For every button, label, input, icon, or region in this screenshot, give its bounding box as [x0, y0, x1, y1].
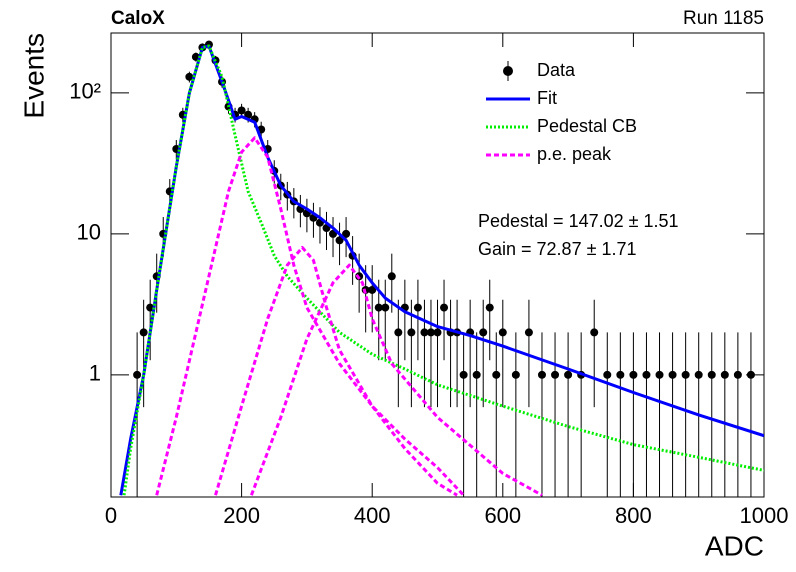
legend-label: Data — [537, 60, 576, 80]
data-point — [498, 328, 507, 337]
x-tick-label: 200 — [223, 503, 260, 528]
y-tick-label: 10² — [69, 79, 101, 104]
x-tick-label: 800 — [615, 503, 652, 528]
plot-area — [119, 40, 764, 497]
legend-label: Fit — [537, 88, 557, 108]
data-point — [655, 370, 664, 379]
data-point — [590, 328, 599, 337]
data-point — [387, 272, 396, 281]
annotation: Gain = 72.87 ± 1.71 — [478, 239, 637, 259]
data-point — [433, 328, 442, 337]
data-point — [407, 328, 416, 337]
data-point — [420, 328, 429, 337]
y-axis-label: Events — [18, 33, 49, 119]
data-point — [551, 370, 560, 379]
legend-label: Pedestal CB — [537, 116, 637, 136]
data-point — [459, 370, 468, 379]
data-point — [720, 370, 729, 379]
data-point — [440, 303, 449, 312]
x-axis-label: ADC — [705, 530, 764, 561]
data-point — [537, 370, 546, 379]
data-point — [426, 328, 435, 337]
data-point — [492, 370, 501, 379]
plot-frame — [110, 32, 765, 498]
data-point — [237, 106, 246, 115]
data-point — [342, 229, 351, 238]
data-point — [629, 370, 638, 379]
x-tick-label: 400 — [354, 503, 391, 528]
data-point — [394, 328, 403, 337]
data-point — [616, 370, 625, 379]
data-point — [368, 285, 377, 294]
x-tick-label: 600 — [484, 503, 521, 528]
curve — [122, 44, 764, 496]
data-point — [694, 370, 703, 379]
data-point — [707, 370, 716, 379]
data-point — [244, 110, 253, 119]
chart-title: CaloX — [111, 8, 165, 29]
data-point — [733, 370, 742, 379]
data-point — [139, 328, 148, 337]
data-point — [511, 370, 520, 379]
data-point — [335, 236, 344, 245]
data-point — [681, 370, 690, 379]
data-point — [185, 72, 194, 81]
data-point — [413, 303, 422, 312]
data-point — [472, 370, 481, 379]
annotation: Pedestal = 147.02 ± 1.51 — [478, 211, 679, 231]
data-point — [564, 370, 573, 379]
data-point — [524, 328, 533, 337]
x-tick-label: 1000 — [740, 503, 789, 528]
data-point — [668, 370, 677, 379]
data-point — [642, 370, 651, 379]
curve — [119, 44, 764, 496]
legend-label: p.e. peak — [537, 144, 612, 164]
y-tick-label: 1 — [89, 361, 101, 386]
y-tick-label: 10 — [77, 220, 101, 245]
chart-subtitle: Run 1185 — [683, 8, 764, 29]
data-point — [485, 303, 494, 312]
data-point — [133, 370, 142, 379]
data-point — [381, 303, 390, 312]
legend-marker — [503, 66, 513, 76]
curve — [155, 136, 543, 497]
data-point — [603, 370, 612, 379]
x-tick-label: 0 — [105, 503, 117, 528]
data-point — [374, 303, 383, 312]
data-point — [479, 328, 488, 337]
